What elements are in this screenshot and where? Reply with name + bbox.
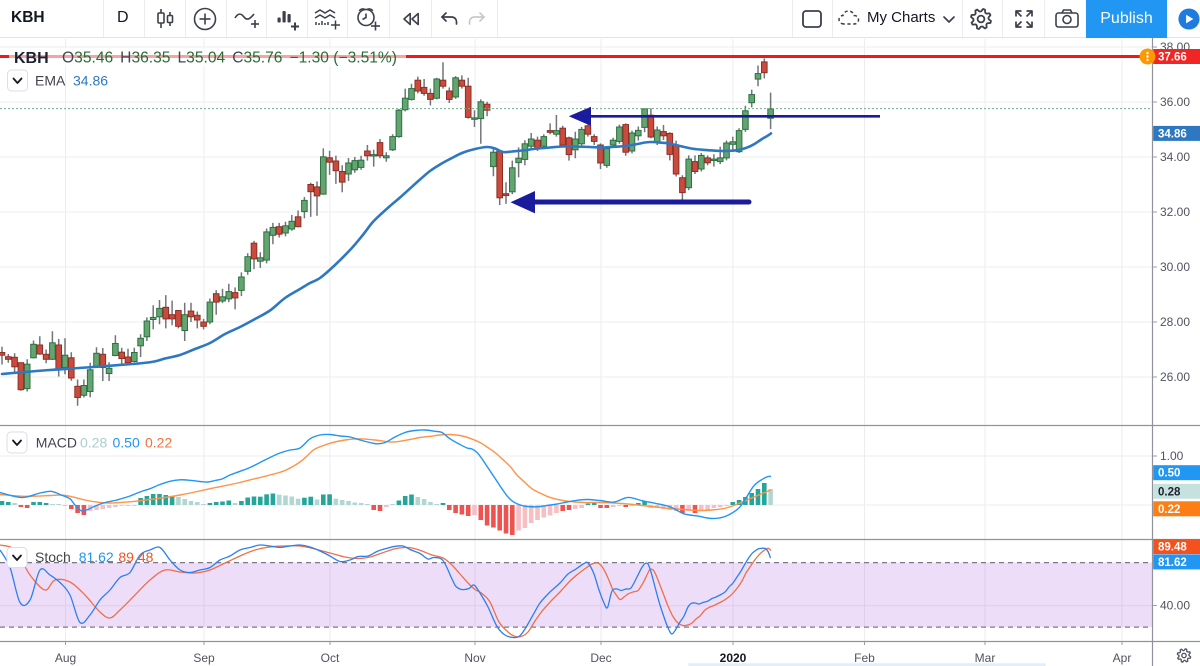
svg-text:Feb: Feb — [854, 651, 875, 665]
svg-text:Apr: Apr — [1113, 651, 1132, 665]
svg-text:89.48: 89.48 — [1158, 542, 1187, 554]
svg-text:2020: 2020 — [720, 651, 747, 665]
svg-text:34.00: 34.00 — [1160, 150, 1190, 164]
svg-text:40.00: 40.00 — [1160, 599, 1190, 613]
svg-text:34.86: 34.86 — [73, 73, 108, 89]
svg-text:0.22: 0.22 — [145, 435, 172, 451]
svg-text:0.50: 0.50 — [1158, 468, 1180, 480]
svg-text:Dec: Dec — [590, 651, 611, 665]
svg-text:0.22: 0.22 — [1158, 504, 1180, 516]
svg-text:EMA: EMA — [35, 73, 66, 89]
svg-text:81.62: 81.62 — [1158, 557, 1187, 569]
svg-text:89.48: 89.48 — [118, 549, 153, 565]
svg-text:36.00: 36.00 — [1160, 95, 1190, 109]
svg-text:0.28: 0.28 — [1158, 486, 1181, 498]
svg-text:30.00: 30.00 — [1160, 260, 1190, 274]
svg-text:26.00: 26.00 — [1160, 370, 1190, 384]
svg-text:0.28: 0.28 — [80, 435, 107, 451]
svg-text:28.00: 28.00 — [1160, 315, 1190, 329]
svg-text:Aug: Aug — [55, 651, 76, 665]
svg-text:MACD: MACD — [36, 435, 77, 451]
svg-text:KBH: KBH — [14, 50, 49, 67]
svg-text:0.50: 0.50 — [113, 435, 140, 451]
svg-text:37.66: 37.66 — [1158, 52, 1187, 64]
svg-text:81.62: 81.62 — [79, 549, 114, 565]
svg-text:34.86: 34.86 — [1158, 128, 1187, 140]
svg-text:32.00: 32.00 — [1160, 205, 1190, 219]
svg-text:Mar: Mar — [975, 651, 996, 665]
svg-text:Nov: Nov — [464, 651, 485, 665]
svg-text:Sep: Sep — [193, 651, 215, 665]
svg-text:Stoch: Stoch — [35, 549, 71, 565]
svg-text:1.00: 1.00 — [1160, 449, 1184, 463]
svg-text:Oct: Oct — [321, 651, 340, 665]
